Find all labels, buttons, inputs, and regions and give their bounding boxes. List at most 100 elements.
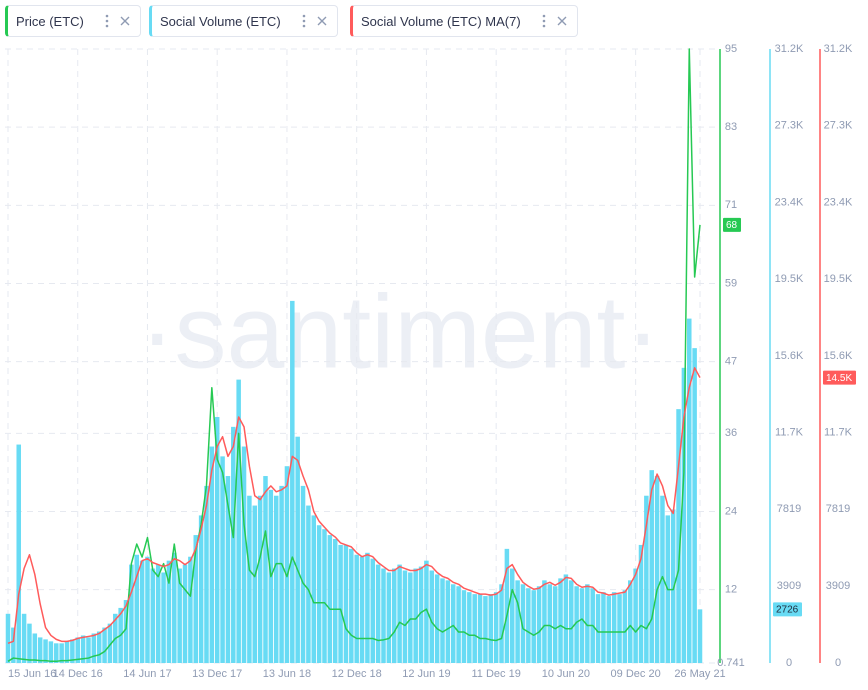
bar: [467, 592, 472, 663]
legend-chip[interactable]: Social Volume (ETC): [149, 5, 338, 37]
bar: [37, 637, 43, 663]
legend-chip[interactable]: Price (ETC): [5, 5, 141, 37]
bar: [692, 348, 697, 663]
legend-chip[interactable]: Social Volume (ETC) MA(7): [350, 5, 578, 37]
legend-label: Social Volume (ETC) MA(7): [361, 13, 521, 29]
bar: [59, 643, 64, 663]
bar: [193, 535, 199, 663]
bar: [504, 548, 510, 663]
bar: [75, 637, 80, 663]
bar: [611, 592, 617, 663]
menu-icon[interactable]: [299, 14, 309, 28]
bar: [644, 495, 649, 663]
y-tick-label: 24: [725, 505, 737, 517]
bar: [231, 426, 236, 663]
bar: [628, 580, 633, 663]
y-tick-label: 27.3K: [775, 120, 804, 132]
bar: [558, 578, 563, 663]
bar: [397, 564, 402, 663]
x-tick-label: 13 Jun 18: [263, 668, 311, 680]
bar: [654, 476, 660, 663]
bar: [70, 639, 75, 663]
bar: [526, 588, 531, 663]
bar: [102, 627, 107, 663]
bar: [284, 466, 290, 663]
bar: [236, 379, 241, 663]
x-tick-label: 12 Dec 18: [332, 668, 382, 680]
bar: [220, 456, 225, 663]
bar: [354, 554, 359, 663]
bar: [332, 539, 338, 663]
bar: [166, 560, 172, 663]
y-tick-label: 19.5K: [775, 273, 804, 285]
bar: [365, 552, 370, 663]
bar: [670, 509, 676, 663]
y-tick-label: 15.6K: [775, 350, 804, 362]
bar: [16, 444, 21, 663]
bar: [413, 568, 418, 663]
bar: [681, 367, 687, 663]
close-icon[interactable]: [118, 14, 132, 28]
bar: [633, 568, 638, 663]
menu-icon[interactable]: [102, 14, 112, 28]
bar: [241, 446, 247, 663]
y-tick-label: 11.7K: [775, 427, 804, 439]
bar: [440, 578, 445, 663]
close-icon[interactable]: [555, 14, 569, 28]
bar: [520, 584, 526, 663]
bar: [54, 643, 59, 663]
bar: [617, 594, 622, 663]
bar: [424, 560, 429, 663]
bar: [418, 566, 424, 663]
bar: [198, 515, 204, 663]
y-tick-label: 0: [835, 657, 841, 669]
bar: [273, 495, 279, 663]
bar: [547, 584, 553, 663]
bar: [375, 564, 381, 663]
y-tick-label: 59: [725, 277, 737, 289]
current-value-badge: [773, 602, 802, 617]
bar: [515, 580, 520, 663]
bar: [150, 568, 156, 663]
x-tick-label: 14 Dec 16: [53, 668, 103, 680]
close-icon[interactable]: [315, 14, 329, 28]
bar: [472, 594, 477, 663]
y-tick-label: 31.2K: [775, 43, 804, 55]
y-tick-label: 27.3K: [824, 120, 853, 132]
bar: [429, 570, 435, 663]
y-tick-label: 83: [725, 121, 737, 133]
bar: [64, 641, 70, 663]
menu-icon[interactable]: [539, 14, 549, 28]
bar: [145, 556, 150, 663]
bar: [11, 627, 16, 663]
bar: [43, 639, 48, 663]
bar: [225, 476, 231, 663]
bar: [252, 505, 258, 663]
bar: [434, 574, 440, 663]
bar: [601, 592, 606, 663]
bar: [107, 623, 113, 663]
bar: [27, 623, 32, 663]
y-tick-label: 3909: [826, 580, 850, 592]
y-tick-label: 15.6K: [824, 350, 853, 362]
bar: [697, 609, 703, 663]
bar: [563, 574, 569, 663]
bar: [48, 641, 54, 663]
bar: [214, 417, 220, 663]
bar: [161, 572, 166, 663]
bar: [139, 560, 145, 663]
bar: [370, 558, 376, 663]
y-tick-label: 95: [725, 43, 737, 55]
bar: [622, 590, 628, 663]
line: [7, 48, 701, 663]
bar: [499, 584, 504, 663]
bar: [322, 529, 327, 663]
y-tick-label: 23.4K: [775, 196, 804, 208]
bar: [247, 495, 252, 663]
bar: [295, 436, 300, 663]
bar: [402, 570, 408, 663]
current-value-label: 68: [726, 220, 738, 231]
y-tick-label: 47: [725, 356, 737, 368]
